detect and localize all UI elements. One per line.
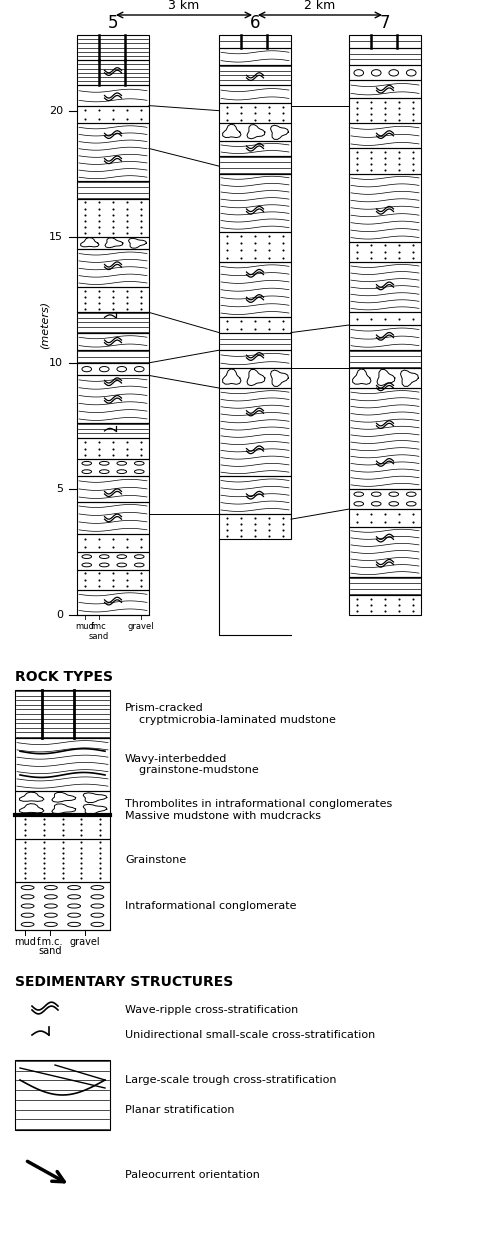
Text: (meters): (meters) — [40, 301, 50, 350]
Text: fmc
sand: fmc sand — [89, 622, 109, 641]
Bar — [349, 368, 421, 388]
Bar — [349, 325, 421, 350]
Text: ROCK TYPES: ROCK TYPES — [15, 670, 113, 684]
Bar — [77, 312, 149, 332]
Text: Planar stratification: Planar stratification — [125, 1105, 234, 1115]
Bar — [77, 237, 149, 249]
Bar — [219, 332, 291, 350]
Bar — [77, 181, 149, 198]
Bar — [219, 103, 291, 123]
Bar — [219, 47, 291, 66]
Bar — [349, 350, 421, 368]
Text: Unidirectional small-scale cross-stratification: Unidirectional small-scale cross-stratif… — [125, 1030, 375, 1040]
Bar — [349, 174, 421, 242]
Bar — [15, 838, 110, 882]
Bar — [349, 123, 421, 149]
Bar — [349, 66, 421, 81]
Bar — [15, 882, 110, 930]
Bar — [77, 363, 149, 376]
Bar — [349, 81, 421, 98]
Bar — [77, 439, 149, 459]
Bar — [219, 476, 291, 515]
Bar — [219, 86, 291, 103]
Text: Wave-ripple cross-stratification: Wave-ripple cross-stratification — [125, 1004, 298, 1016]
Bar — [219, 388, 291, 476]
Bar — [219, 262, 291, 317]
Bar — [349, 489, 421, 510]
Bar — [77, 288, 149, 312]
Bar — [77, 249, 149, 288]
Bar — [219, 141, 291, 156]
Bar — [15, 689, 110, 738]
Bar — [349, 577, 421, 595]
Bar — [77, 123, 149, 181]
Bar — [219, 35, 291, 47]
Text: 10: 10 — [49, 358, 63, 368]
Bar — [219, 66, 291, 86]
Bar — [219, 232, 291, 262]
Text: sand: sand — [38, 946, 62, 956]
Bar — [219, 350, 291, 368]
Bar — [349, 388, 421, 489]
Bar — [77, 501, 149, 534]
Text: Intraformational conglomerate: Intraformational conglomerate — [125, 901, 296, 911]
Bar — [219, 317, 291, 332]
Bar — [77, 86, 149, 105]
Text: 7: 7 — [380, 14, 390, 32]
Text: Paleocurrent orientation: Paleocurrent orientation — [125, 1171, 260, 1180]
Bar — [349, 527, 421, 577]
Bar — [15, 1060, 110, 1130]
Bar — [77, 423, 149, 439]
Text: 15: 15 — [49, 232, 63, 242]
Bar — [219, 174, 291, 232]
Bar — [77, 350, 149, 363]
Bar — [77, 198, 149, 237]
Text: Wavy-interbedded
    grainstone-mudstone: Wavy-interbedded grainstone-mudstone — [125, 754, 259, 775]
Bar — [77, 105, 149, 123]
Bar — [77, 569, 149, 590]
Text: f.m.c.: f.m.c. — [37, 937, 63, 947]
Bar — [349, 47, 421, 66]
Text: 3 km: 3 km — [168, 0, 200, 12]
Bar — [15, 791, 110, 838]
Bar — [349, 312, 421, 325]
Bar — [15, 738, 110, 791]
Bar — [77, 534, 149, 552]
Bar — [349, 262, 421, 312]
Text: 5: 5 — [108, 14, 118, 32]
Bar — [219, 123, 291, 141]
Bar — [349, 595, 421, 615]
Text: gravel: gravel — [70, 937, 100, 947]
Bar — [349, 35, 421, 47]
Bar — [349, 98, 421, 123]
Text: 2 km: 2 km — [304, 0, 336, 12]
Bar — [219, 515, 291, 539]
Text: Thrombolites in intraformational conglomerates
Massive mudstone with mudcracks: Thrombolites in intraformational conglom… — [125, 800, 392, 821]
Bar — [77, 35, 149, 61]
Bar — [77, 476, 149, 501]
Text: gravel: gravel — [128, 622, 154, 631]
Bar — [349, 149, 421, 174]
Bar — [77, 459, 149, 476]
Bar — [219, 368, 291, 388]
Bar — [349, 242, 421, 262]
Text: mud: mud — [14, 937, 36, 947]
Text: 6: 6 — [250, 14, 260, 32]
Text: mud: mud — [76, 622, 94, 631]
Bar — [77, 376, 149, 423]
Text: 5: 5 — [56, 484, 63, 494]
Text: 20: 20 — [49, 105, 63, 115]
Text: 0: 0 — [56, 610, 63, 620]
Text: Large-scale trough cross-stratification: Large-scale trough cross-stratification — [125, 1075, 336, 1085]
Text: SEDIMENTARY STRUCTURES: SEDIMENTARY STRUCTURES — [15, 975, 233, 990]
Text: Prism-cracked
    cryptmicrobia-laminated mudstone: Prism-cracked cryptmicrobia-laminated mu… — [125, 703, 336, 725]
Bar — [77, 552, 149, 569]
Text: Grainstone: Grainstone — [125, 856, 186, 866]
Bar — [77, 590, 149, 615]
Bar — [349, 510, 421, 527]
Bar — [219, 156, 291, 174]
Bar — [77, 61, 149, 86]
Bar — [77, 332, 149, 350]
